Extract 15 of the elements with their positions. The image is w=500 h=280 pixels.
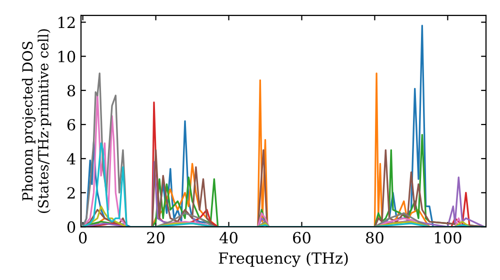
y-axis-title: Phonon projected DOS (States/THz·primitive cell) (22, 29, 52, 213)
x-axis-title: Frequency (THz) (218, 252, 348, 268)
y-tick-label: 6 (67, 118, 76, 131)
x-tick-label: 0 (78, 232, 87, 244)
y-tick-label: 2 (67, 187, 75, 199)
y-tick-label: 4 (66, 153, 76, 164)
y-tick-label: 8 (67, 84, 76, 96)
x-tick-label: 40 (220, 232, 238, 244)
x-tick-label: 60 (293, 232, 310, 244)
x-tick-label: 100 (434, 232, 462, 244)
y-tick-label: 12 (58, 16, 75, 28)
x-tick-label: 20 (147, 232, 165, 244)
y-tick-label: 0 (67, 221, 76, 233)
y-tick-label: 10 (58, 50, 76, 62)
x-tick-label: 80 (366, 232, 384, 244)
